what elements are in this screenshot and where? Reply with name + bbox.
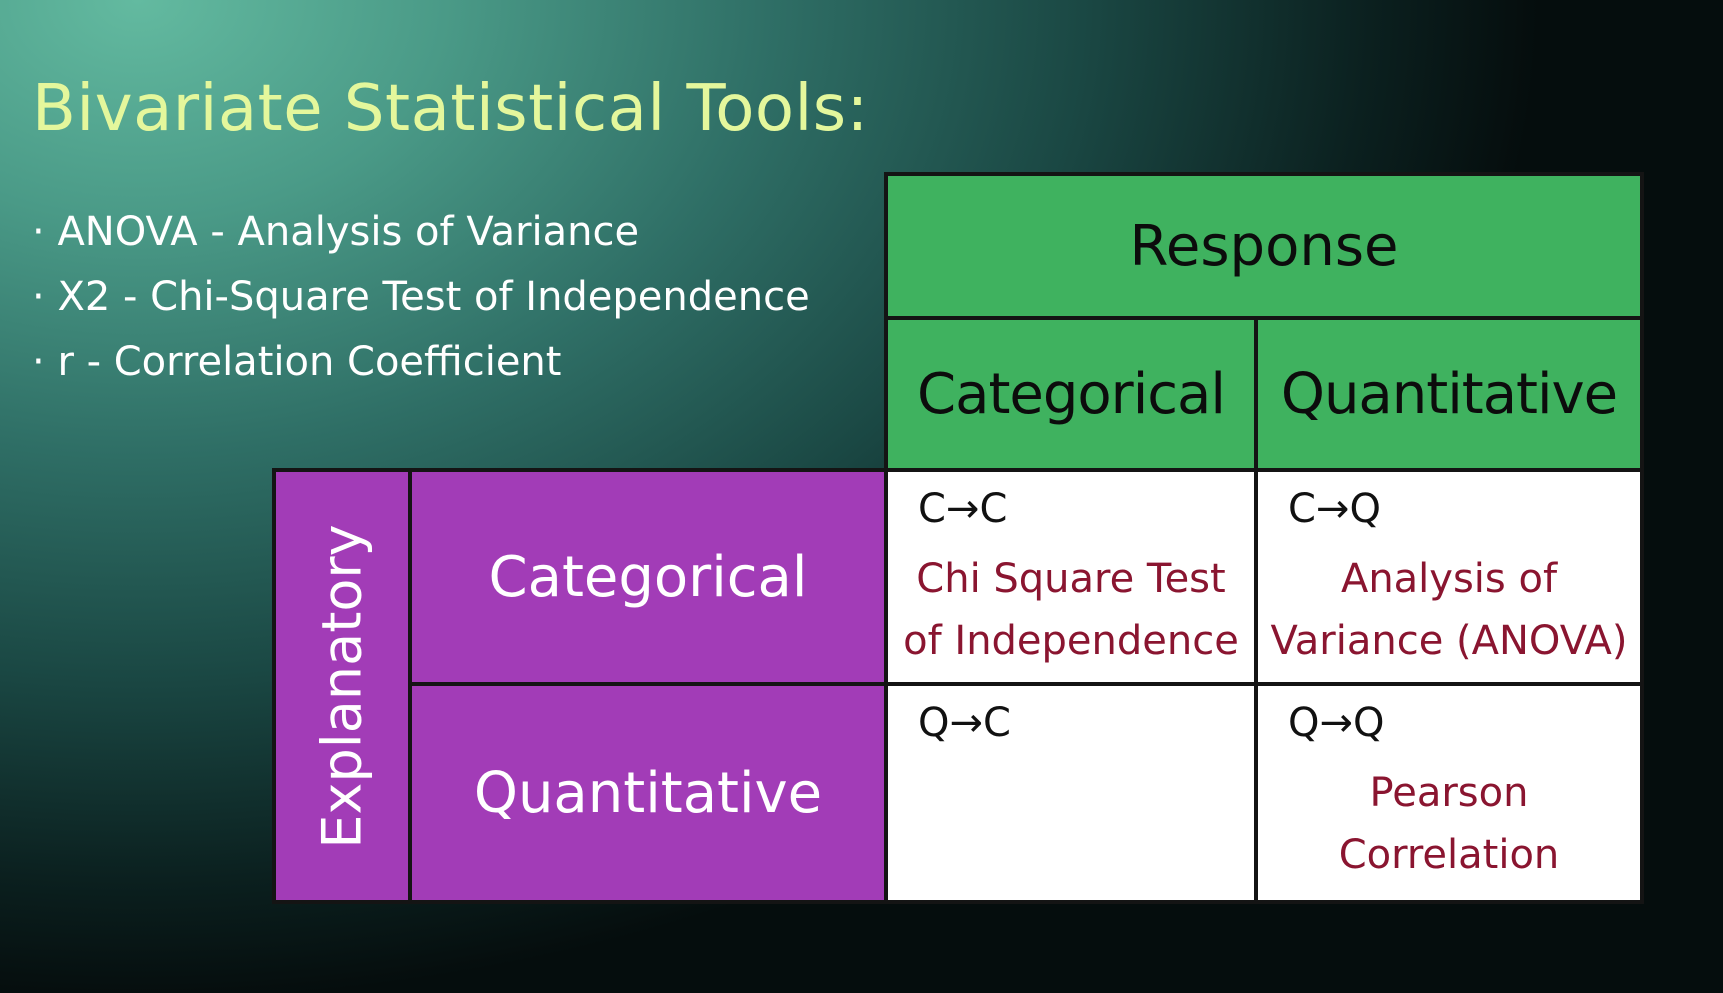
explanatory-row-quantitative: Quantitative — [408, 682, 888, 904]
cell-qq-test-line1: Pearson — [1369, 770, 1529, 816]
slide-title: Bivariate Statistical Tools: — [32, 72, 869, 146]
explanatory-header-label: Explanatory — [310, 523, 374, 849]
response-header-label: Response — [1129, 213, 1399, 279]
response-column-quantitative-label: Quantitative — [1280, 361, 1618, 427]
cell-cc-test-line1: Chi Square Test — [916, 556, 1226, 602]
cell-quantitative-quantitative: Q→Q Pearson Correlation — [1254, 682, 1644, 904]
response-header: Response — [884, 172, 1644, 320]
cell-cq-label: C→Q — [1288, 486, 1381, 532]
cell-quantitative-categorical: Q→C — [884, 682, 1258, 904]
cell-qc-label: Q→C — [918, 700, 1011, 746]
tool-list-item-chi-square: X2 - Chi-Square Test of Independence — [32, 265, 809, 330]
response-column-categorical-label: Categorical — [917, 361, 1226, 427]
tool-list-item-anova: ANOVA - Analysis of Variance — [32, 200, 810, 265]
explanatory-row-quantitative-label: Quantitative — [473, 760, 823, 826]
cell-cc-label: C→C — [918, 486, 1008, 532]
tool-list-item-correlation: r - Correlation Coefficient — [32, 330, 810, 395]
cell-cq-test: Analysis of Variance (ANOVA) — [1258, 548, 1640, 672]
explanatory-header: Explanatory — [272, 468, 412, 904]
explanatory-row-categorical: Categorical — [408, 468, 888, 686]
cell-qq-label: Q→Q — [1288, 700, 1385, 746]
cell-cq-test-line1: Analysis of — [1340, 556, 1558, 602]
explanatory-row-categorical-label: Categorical — [488, 544, 808, 610]
response-column-quantitative: Quantitative — [1254, 316, 1644, 472]
cell-cq-test-line2: Variance (ANOVA) — [1270, 618, 1628, 664]
cell-cc-test-line2: of Independence — [903, 618, 1239, 664]
cell-categorical-categorical: C→C Chi Square Test of Independence — [884, 468, 1258, 686]
cell-qq-test-line2: Correlation — [1338, 832, 1560, 878]
tool-list: ANOVA - Analysis of Variance X2 - Chi-Sq… — [32, 200, 810, 395]
cell-cc-test: Chi Square Test of Independence — [888, 548, 1254, 672]
response-column-categorical: Categorical — [884, 316, 1258, 472]
cell-categorical-quantitative: C→Q Analysis of Variance (ANOVA) — [1254, 468, 1644, 686]
cell-qq-test: Pearson Correlation — [1258, 762, 1640, 886]
